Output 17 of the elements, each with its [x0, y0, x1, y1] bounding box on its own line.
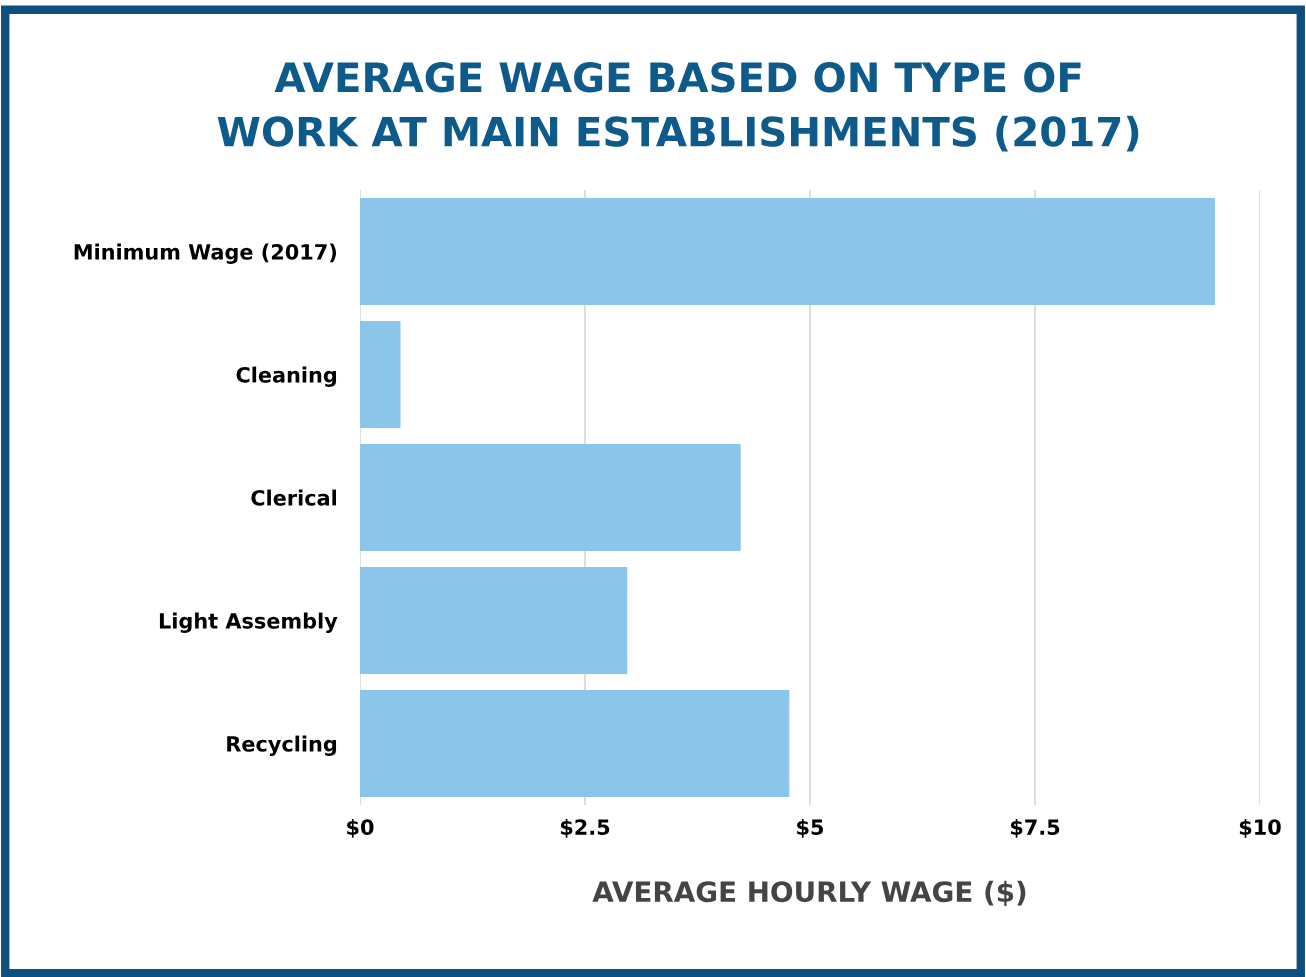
y-tick-label: Minimum Wage (2017)	[74, 243, 336, 264]
y-tick-label: Light Assembly	[159, 612, 338, 633]
chart-title: AVERAGE WAGE BASED ON TYPE OF WORK AT MAIN ESTABLISHMENTS (2017)	[217, 62, 1139, 152]
bar	[360, 198, 1215, 305]
y-tick-label: Recycling	[227, 735, 337, 756]
x-axis-title: AVERAGE HOURLY WAGE ($)	[592, 880, 1026, 906]
x-tick-label: $7.5	[1010, 818, 1060, 838]
x-tick-label: $2.5	[560, 818, 610, 838]
y-tick-label: Cleaning	[236, 366, 337, 387]
bar	[360, 566, 628, 674]
bar	[360, 689, 790, 797]
x-tick-label: $10	[1239, 818, 1281, 838]
bar	[360, 320, 401, 428]
y-tick-label: Clerical	[251, 489, 337, 506]
x-tick-label: $0	[347, 818, 374, 838]
x-tick-label: $5	[797, 818, 824, 838]
bar	[360, 443, 741, 551]
